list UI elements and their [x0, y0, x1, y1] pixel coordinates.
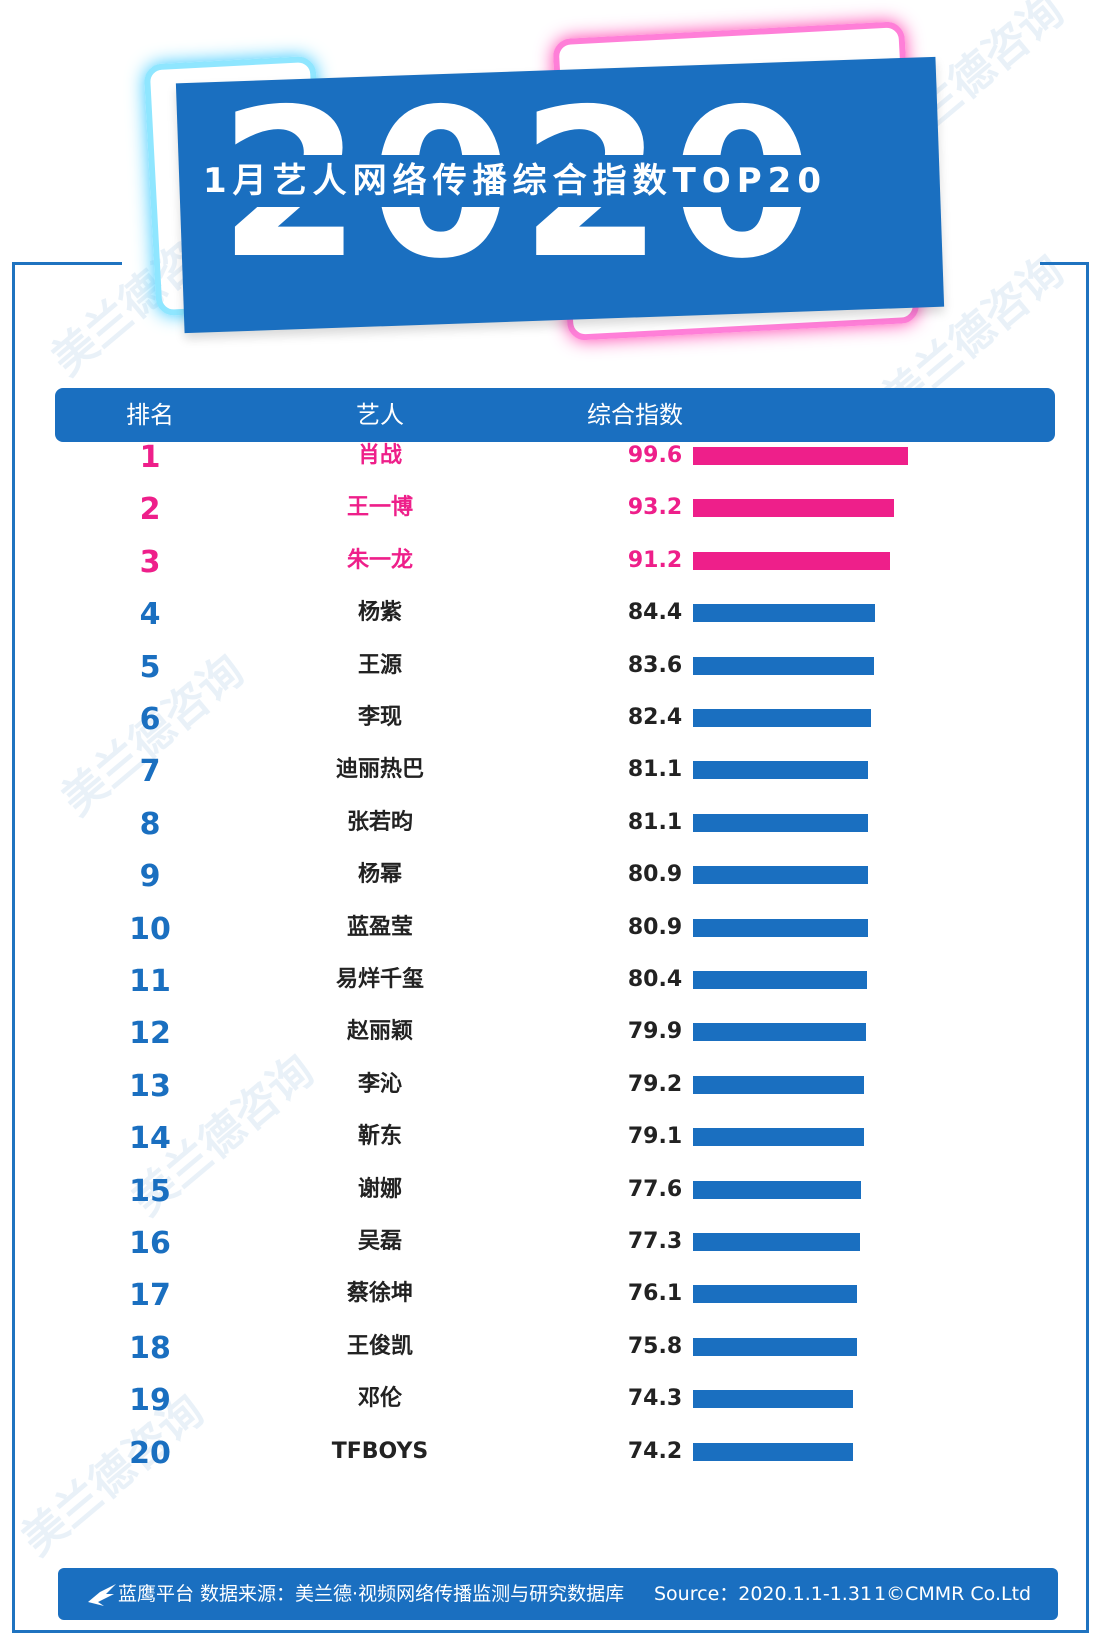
score-bar [693, 499, 894, 518]
rank-label: 3 [139, 544, 161, 580]
artist-name: 肖战 [357, 443, 402, 468]
score-bar [693, 551, 890, 570]
footer-data-source: 蓝鹰平台 数据来源：美兰德·视频网络传播监测与研究数据库 [118, 1583, 625, 1605]
artist-name: 李沁 [357, 1071, 402, 1097]
footer-copyright: 1©CMMR Co.Ltd [874, 1583, 1032, 1605]
artist-name: 易烊千玺 [335, 967, 424, 992]
score-bar [693, 761, 868, 780]
score-label: 79.9 [627, 1019, 683, 1045]
frame-line [12, 1630, 1089, 1633]
artist-name: 朱一龙 [346, 547, 413, 573]
score-label: 99.6 [627, 443, 683, 468]
frame-line [12, 262, 122, 265]
eagle-logo-icon [88, 1584, 116, 1606]
score-bar [693, 918, 868, 937]
score-bar [693, 1285, 857, 1304]
artist-name: 王源 [357, 652, 402, 678]
column-header-artist: 艺人 [356, 401, 404, 429]
artist-name: 蔡徐坤 [346, 1281, 413, 1307]
score-label: 80.9 [627, 914, 683, 940]
rank-label: 20 [129, 1435, 171, 1471]
score-bar [693, 1337, 857, 1356]
score-bar [693, 447, 908, 465]
score-label: 82.4 [627, 705, 683, 730]
artist-name: 赵丽颖 [346, 1019, 413, 1045]
score-bar [693, 1442, 853, 1461]
artist-name: 李现 [357, 705, 402, 730]
rank-label: 14 [129, 1121, 171, 1157]
footer-date-range: Source：2020.1.1-1.31 [654, 1583, 873, 1605]
score-label: 74.2 [627, 1438, 683, 1464]
score-label: 93.2 [627, 495, 683, 521]
score-label: 84.4 [627, 600, 683, 626]
score-bar [693, 1075, 864, 1094]
artist-name: 迪丽热巴 [335, 757, 424, 783]
header-title-background [195, 155, 835, 207]
rank-label: 12 [129, 1016, 171, 1052]
score-label: 81.1 [627, 757, 683, 783]
artist-name: 杨幂 [357, 862, 402, 888]
rank-label: 1 [139, 440, 161, 475]
score-bar [693, 1233, 860, 1251]
rank-label: 4 [139, 597, 161, 633]
artist-name: 张若昀 [346, 809, 413, 835]
score-label: 79.1 [627, 1124, 683, 1150]
rank-label: 19 [129, 1383, 171, 1419]
artist-name: 吴磊 [357, 1229, 402, 1254]
score-label: 74.3 [627, 1386, 683, 1412]
column-header-rank: 排名 [126, 401, 174, 429]
column-header-score: 综合指数 [587, 401, 683, 429]
artist-name: 谢娜 [357, 1176, 402, 1202]
rank-label: 8 [139, 806, 161, 842]
artist-name: 邓伦 [357, 1386, 402, 1412]
artist-name: 王俊凯 [346, 1333, 413, 1359]
rank-label: 10 [129, 911, 171, 947]
footer-bar: 蓝鹰平台 数据来源：美兰德·视频网络传播监测与研究数据库 Source：2020… [58, 1568, 1058, 1620]
artist-name: 杨紫 [357, 600, 402, 626]
score-bar [693, 1023, 866, 1042]
score-label: 91.2 [627, 547, 683, 573]
score-bar [693, 866, 868, 885]
score-bar [693, 1128, 864, 1147]
rank-label: 11 [129, 964, 171, 999]
rank-label: 6 [139, 702, 161, 737]
rank-label: 7 [139, 754, 161, 790]
rank-label: 5 [139, 649, 161, 685]
score-label: 79.2 [627, 1071, 683, 1097]
rank-label: 15 [129, 1173, 171, 1209]
score-bar [693, 656, 874, 675]
score-label: 77.3 [627, 1229, 683, 1254]
score-label: 83.6 [627, 652, 683, 678]
rank-label: 13 [129, 1068, 171, 1104]
rank-label: 9 [139, 859, 161, 895]
chart-title: 1月艺人网络传播综合指数TOP20 [203, 161, 827, 201]
frame-line [12, 262, 15, 1632]
score-bar [693, 709, 871, 727]
rank-label: 16 [129, 1226, 171, 1261]
score-bar [693, 1390, 853, 1409]
score-label: 80.4 [627, 967, 683, 992]
rank-label: 17 [129, 1278, 171, 1314]
table-header: 排名 艺人 综合指数 [55, 388, 1055, 442]
artist-name: 靳东 [357, 1124, 402, 1150]
score-label: 80.9 [627, 862, 683, 888]
rank-label: 18 [129, 1330, 171, 1366]
artist-name: TFBOYS [331, 1438, 429, 1464]
score-bar [693, 813, 868, 832]
rank-label: 2 [139, 492, 161, 528]
score-bar [693, 604, 875, 623]
score-label: 77.6 [627, 1176, 683, 1202]
score-label: 75.8 [627, 1333, 683, 1359]
artist-name: 蓝盈莹 [346, 914, 413, 940]
frame-line [1040, 262, 1088, 265]
frame-line [1086, 262, 1089, 1632]
score-label: 76.1 [627, 1281, 683, 1307]
score-label: 81.1 [627, 809, 683, 835]
artist-name: 王一博 [346, 495, 413, 521]
score-bar [693, 971, 867, 989]
score-bar [693, 1180, 861, 1199]
